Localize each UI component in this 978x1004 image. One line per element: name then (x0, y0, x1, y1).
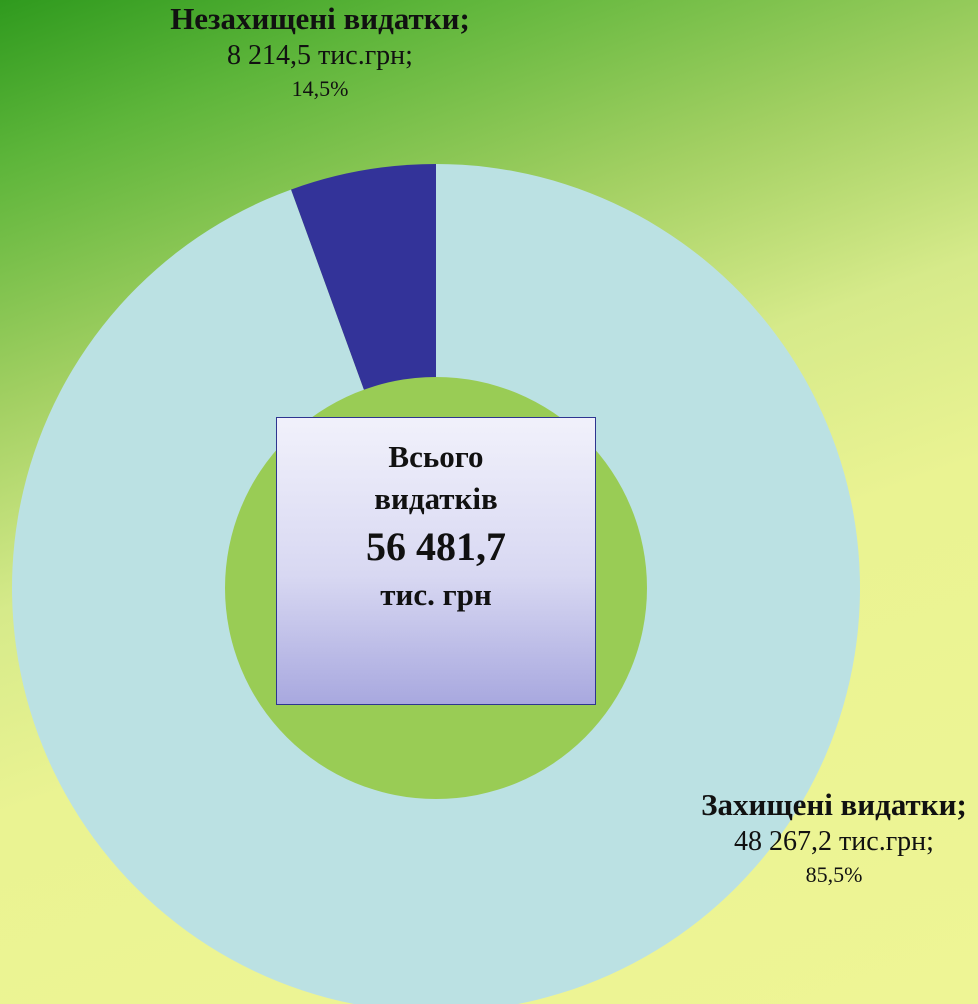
data-label-protected-expenses: Захищені видатки; 48 267,2 тис.грн; 85,5… (690, 786, 978, 890)
slice-name: Незахищені видатки; (170, 1, 470, 36)
slice-value: 48 267,2 тис.грн; (734, 826, 934, 857)
total-label-line-1: Всього (388, 439, 484, 474)
slice-name: Захищені видатки; (701, 787, 967, 822)
total-label-line-2: видатків (374, 481, 498, 516)
slice-value: 8 214,5 тис.грн; (227, 40, 413, 71)
data-label-unprotected-expenses: Незахищені видатки; 8 214,5 тис.грн; 14,… (160, 0, 480, 104)
total-unit: тис. грн (380, 577, 492, 612)
slice-percent: 14,5% (291, 76, 349, 101)
slice-percent: 85,5% (805, 862, 863, 887)
total-expenses-box: Всього видатків 56 481,7 тис. грн (276, 417, 596, 705)
total-value: 56 481,7 (366, 524, 506, 569)
